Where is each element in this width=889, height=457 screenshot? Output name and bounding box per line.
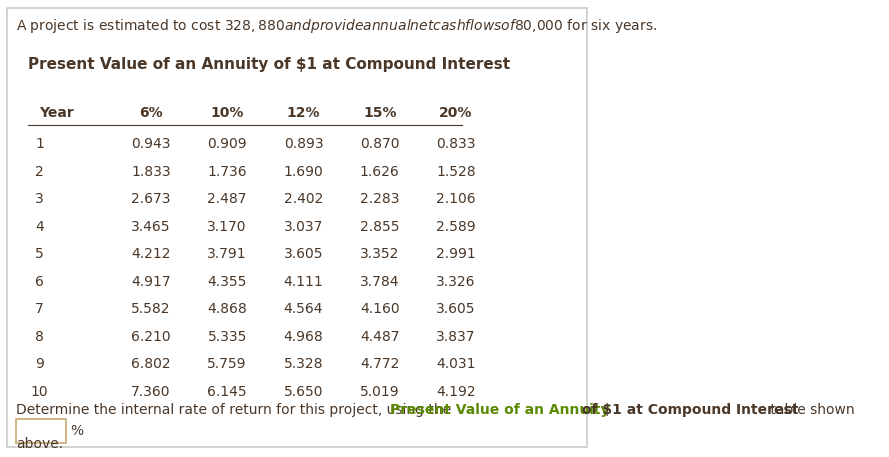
Text: 5.328: 5.328 bbox=[284, 357, 324, 371]
Text: 4.487: 4.487 bbox=[360, 329, 399, 344]
Text: 1: 1 bbox=[35, 137, 44, 151]
Text: 2.991: 2.991 bbox=[436, 247, 476, 261]
Text: of $1 at Compound Interest: of $1 at Compound Interest bbox=[577, 403, 798, 417]
Text: 4.031: 4.031 bbox=[436, 357, 476, 371]
Text: 5.582: 5.582 bbox=[132, 302, 171, 316]
Text: 12%: 12% bbox=[287, 106, 320, 120]
Text: 4.917: 4.917 bbox=[131, 275, 171, 289]
Text: 2.673: 2.673 bbox=[132, 192, 171, 206]
Text: 0.893: 0.893 bbox=[284, 137, 324, 151]
Text: 20%: 20% bbox=[439, 106, 473, 120]
Text: 2.283: 2.283 bbox=[360, 192, 399, 206]
Text: %: % bbox=[70, 424, 83, 438]
Text: Present Value of an Annuity: Present Value of an Annuity bbox=[390, 403, 610, 417]
Text: 5.335: 5.335 bbox=[207, 329, 247, 344]
Text: 4.192: 4.192 bbox=[436, 385, 476, 399]
Text: above.: above. bbox=[16, 436, 63, 451]
Text: 5.650: 5.650 bbox=[284, 385, 324, 399]
Text: 2.855: 2.855 bbox=[360, 220, 399, 234]
Text: 3: 3 bbox=[35, 192, 44, 206]
Text: 8: 8 bbox=[35, 329, 44, 344]
Text: 1.528: 1.528 bbox=[436, 165, 476, 179]
Text: 3.465: 3.465 bbox=[132, 220, 171, 234]
Text: 2.487: 2.487 bbox=[207, 192, 247, 206]
Text: Determine the internal rate of return for this project, using the: Determine the internal rate of return fo… bbox=[16, 403, 455, 417]
Text: 5: 5 bbox=[35, 247, 44, 261]
Text: 10: 10 bbox=[30, 385, 48, 399]
Text: 6.145: 6.145 bbox=[207, 385, 247, 399]
Text: 9: 9 bbox=[35, 357, 44, 371]
Text: 4.355: 4.355 bbox=[207, 275, 247, 289]
Text: Year: Year bbox=[39, 106, 74, 120]
Text: 3.352: 3.352 bbox=[360, 247, 399, 261]
Text: Present Value of an Annuity of $1 at Compound Interest: Present Value of an Annuity of $1 at Com… bbox=[28, 58, 509, 72]
Text: 5.019: 5.019 bbox=[360, 385, 399, 399]
Text: 6.210: 6.210 bbox=[131, 329, 171, 344]
Text: A project is estimated to cost $328,880 and provide annual net cash flows of $80: A project is estimated to cost $328,880 … bbox=[16, 17, 657, 36]
Text: 3.170: 3.170 bbox=[207, 220, 247, 234]
Text: 3.326: 3.326 bbox=[436, 275, 476, 289]
Text: 0.909: 0.909 bbox=[207, 137, 247, 151]
Text: 4.564: 4.564 bbox=[284, 302, 324, 316]
Text: table shown: table shown bbox=[765, 403, 854, 417]
Text: 10%: 10% bbox=[211, 106, 244, 120]
Text: 2.402: 2.402 bbox=[284, 192, 324, 206]
Text: 4.772: 4.772 bbox=[360, 357, 399, 371]
Text: 3.605: 3.605 bbox=[436, 302, 476, 316]
Text: 7: 7 bbox=[35, 302, 44, 316]
Text: 4: 4 bbox=[35, 220, 44, 234]
Text: 4.160: 4.160 bbox=[360, 302, 399, 316]
Text: 4.968: 4.968 bbox=[284, 329, 324, 344]
Text: 2: 2 bbox=[35, 165, 44, 179]
Text: 15%: 15% bbox=[363, 106, 396, 120]
Text: 2.106: 2.106 bbox=[436, 192, 476, 206]
Text: 3.037: 3.037 bbox=[284, 220, 324, 234]
Text: 3.605: 3.605 bbox=[284, 247, 324, 261]
Text: 6: 6 bbox=[35, 275, 44, 289]
Text: 4.212: 4.212 bbox=[132, 247, 171, 261]
FancyBboxPatch shape bbox=[16, 419, 66, 443]
Text: 4.868: 4.868 bbox=[207, 302, 247, 316]
Text: 6%: 6% bbox=[139, 106, 163, 120]
Text: 2.589: 2.589 bbox=[436, 220, 476, 234]
Text: 1.736: 1.736 bbox=[207, 165, 247, 179]
Text: 6.802: 6.802 bbox=[131, 357, 171, 371]
Text: 0.870: 0.870 bbox=[360, 137, 399, 151]
Text: 0.943: 0.943 bbox=[132, 137, 171, 151]
Text: 0.833: 0.833 bbox=[436, 137, 476, 151]
Text: 1.833: 1.833 bbox=[131, 165, 171, 179]
Text: 1.690: 1.690 bbox=[284, 165, 324, 179]
Text: 3.837: 3.837 bbox=[436, 329, 476, 344]
Text: 5.759: 5.759 bbox=[207, 357, 247, 371]
Text: 1.626: 1.626 bbox=[360, 165, 400, 179]
Text: 3.791: 3.791 bbox=[207, 247, 247, 261]
Text: 4.111: 4.111 bbox=[284, 275, 324, 289]
Text: 3.784: 3.784 bbox=[360, 275, 399, 289]
Text: 7.360: 7.360 bbox=[132, 385, 171, 399]
